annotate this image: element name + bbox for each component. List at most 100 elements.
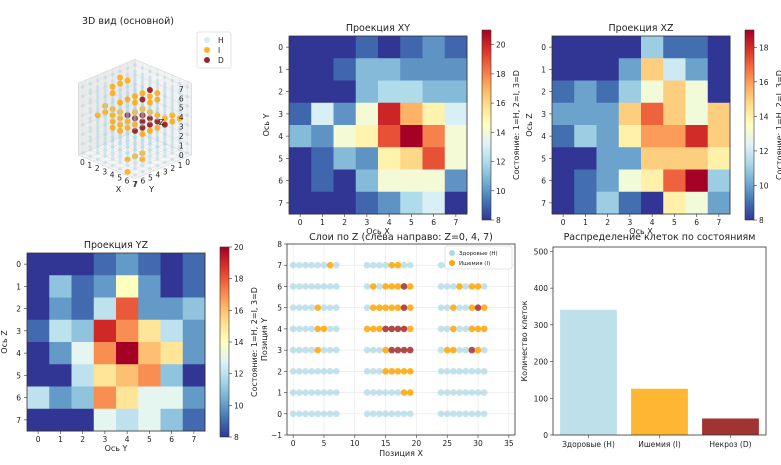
heatmap-cell <box>333 102 357 126</box>
point-I <box>146 127 153 134</box>
y-tick-label: 6 <box>278 177 283 186</box>
point-I <box>124 124 131 131</box>
x-tick-label: Некроз (D) <box>709 440 751 449</box>
point-H <box>125 113 130 117</box>
heatmap-cell <box>49 275 72 298</box>
point-H <box>140 154 145 158</box>
heatmap-cell <box>685 80 709 104</box>
y-tick-label: 6 <box>16 394 21 403</box>
y-tick-label: 2 <box>541 88 546 97</box>
point-I <box>139 150 146 157</box>
point-H <box>456 368 463 375</box>
heatmap-cell <box>49 297 72 321</box>
point-H <box>110 100 115 105</box>
point-H <box>400 261 408 269</box>
point-I <box>382 368 389 375</box>
point-H <box>170 110 175 114</box>
point-H <box>103 88 107 92</box>
point-H <box>170 85 175 89</box>
heatmap-cell <box>138 253 161 276</box>
point-H <box>125 145 130 149</box>
point-H <box>103 116 107 121</box>
colorbar-tick-label: 10 <box>759 181 769 190</box>
point-H <box>462 283 470 290</box>
heatmap-cell <box>138 364 161 387</box>
point-H <box>140 104 145 108</box>
heatmap-cell <box>641 58 664 81</box>
point-I <box>382 304 389 311</box>
point-H <box>155 85 160 89</box>
heatmap-cell <box>160 297 184 321</box>
heatmap-cell <box>27 275 50 298</box>
heatmap-cell <box>289 147 312 170</box>
point-H <box>302 389 309 396</box>
heatmap-cell <box>618 191 642 215</box>
grid-line <box>78 83 136 108</box>
grid-line <box>85 134 143 159</box>
point-H <box>103 91 107 96</box>
x-tick-label: 5 <box>117 174 122 183</box>
point-H <box>462 304 470 311</box>
point-H <box>103 94 107 99</box>
x-tick-label: 5 <box>672 218 677 227</box>
point-H <box>289 410 297 418</box>
colorbar-label: Состояние: 1=H, 2=I, 3=D <box>775 70 781 180</box>
point-H <box>148 148 152 152</box>
y-tick-label: 0 <box>278 43 283 52</box>
grid-line <box>93 137 151 162</box>
point-H <box>308 261 315 269</box>
point-H <box>450 283 457 290</box>
x-tick-label: 5 <box>409 218 414 227</box>
point-I <box>480 325 488 333</box>
point-H <box>88 129 93 133</box>
point-H <box>110 132 115 136</box>
x-tick-label: 1 <box>87 161 92 170</box>
point-I <box>474 283 482 290</box>
heatmap-cell <box>444 102 468 126</box>
y-tick-label: 6 <box>277 282 282 291</box>
point-H <box>140 103 145 108</box>
point-H <box>118 113 122 118</box>
heatmap-cell <box>333 80 357 104</box>
heatmap-cell <box>663 80 686 104</box>
point-H <box>133 110 137 114</box>
point-I <box>382 346 389 354</box>
point-H <box>163 141 167 146</box>
heatmap-cell <box>333 58 357 81</box>
point-H <box>118 154 122 159</box>
point-H <box>480 368 488 375</box>
scatter-layers: Слои по Z (слева направо: Z=0, 4, 7)0 5 10… <box>260 232 516 458</box>
heatmap-cell <box>596 102 620 126</box>
point-H <box>314 389 322 396</box>
point-H <box>125 116 130 121</box>
point-D <box>400 304 408 311</box>
heatmap-cell <box>49 253 72 276</box>
point-H <box>468 410 476 418</box>
point-I <box>406 368 414 375</box>
point-H <box>163 94 167 99</box>
point-H <box>125 103 130 108</box>
point-H <box>103 132 107 136</box>
point-D <box>406 346 414 354</box>
point-H <box>110 97 115 102</box>
point-H <box>95 129 100 133</box>
point-H <box>110 78 115 83</box>
point-H <box>163 129 167 133</box>
heatmap-cell <box>182 297 206 321</box>
point-D <box>468 346 476 354</box>
x-tick-label: 3 <box>102 167 107 176</box>
point-H <box>456 389 463 396</box>
legend-label: Ишемия (I) <box>459 261 490 267</box>
point-H <box>118 141 122 146</box>
point-H <box>103 122 107 127</box>
point-H <box>88 110 93 114</box>
point-H <box>437 304 445 311</box>
point-I <box>124 156 131 163</box>
heatmap-cell <box>422 58 446 81</box>
heatmap-cell <box>422 191 446 215</box>
point-I <box>450 304 457 311</box>
point-I <box>320 325 328 333</box>
point-H <box>462 368 470 375</box>
heatmap-cell <box>333 36 357 59</box>
heatmap-cell <box>355 58 379 81</box>
